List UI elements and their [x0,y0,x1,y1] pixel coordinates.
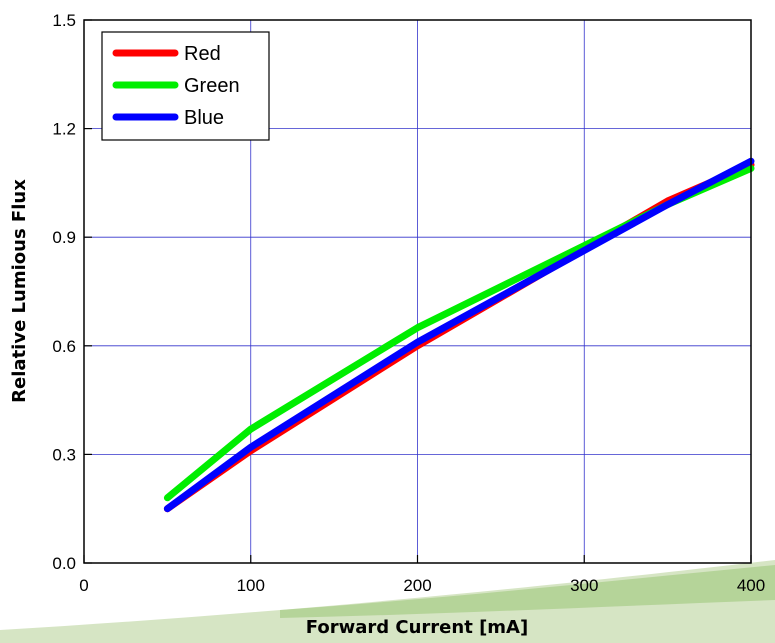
y-tick-label: 0.0 [52,554,76,573]
y-tick-label: 0.9 [52,228,76,247]
y-axis-title: Relative Lumious Flux [9,179,30,403]
x-axis-title: Forward Current [mA] [306,617,528,638]
legend: Red Green Blue [101,31,270,141]
series-line-blue [163,157,755,513]
legend-label-red: Red [184,43,221,65]
x-tick-label: 0 [79,576,88,595]
x-tick-label: 100 [237,576,265,595]
decorative-swoosh [0,560,775,643]
legend-label-green: Green [184,75,240,97]
decorative-swoosh-highlight [280,565,775,618]
x-tick-label: 400 [737,576,765,595]
y-tick-label: 1.2 [52,120,76,139]
y-tick-labels: 0.0 0.3 0.6 0.9 1.2 1.5 [52,11,92,573]
y-tick-label: 0.6 [52,337,76,356]
series-lines [163,157,755,513]
y-tick-label: 1.5 [52,11,76,30]
legend-label-blue: Blue [184,107,224,129]
x-tick-label: 200 [403,576,431,595]
y-tick-label: 0.3 [52,445,76,464]
x-tick-labels: 0 100 200 300 400 [79,555,765,595]
x-tick-label: 300 [570,576,598,595]
